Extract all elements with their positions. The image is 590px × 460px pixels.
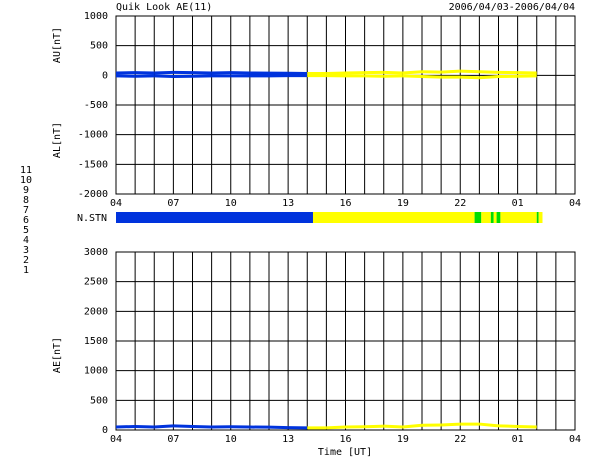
data-line bbox=[402, 423, 423, 429]
data-line bbox=[383, 424, 403, 429]
data-line bbox=[402, 74, 423, 79]
data-line bbox=[383, 70, 403, 75]
data-line bbox=[364, 424, 384, 429]
x-tick-label: 10 bbox=[225, 198, 237, 209]
data-line bbox=[135, 424, 155, 429]
data-line bbox=[498, 424, 518, 428]
y-tick-label: 500 bbox=[90, 41, 108, 52]
x-tick-label: 04 bbox=[569, 434, 581, 445]
y-tick-label: -1000 bbox=[78, 130, 108, 141]
x-tick-label: 13 bbox=[282, 434, 294, 445]
x-tick-label: 22 bbox=[454, 198, 466, 209]
y-tick-label: -2000 bbox=[78, 189, 108, 200]
y-tick-label: 0 bbox=[102, 425, 108, 436]
chart-title: Quik Look AE(11) bbox=[116, 2, 212, 13]
y-tick-label: 1500 bbox=[84, 336, 108, 347]
y-tick-label: 500 bbox=[90, 395, 108, 406]
x-tick-label: 04 bbox=[569, 198, 581, 209]
station-count-segment bbox=[490, 212, 494, 223]
data-line bbox=[154, 74, 174, 79]
x-tick-label: 16 bbox=[339, 434, 351, 445]
x-tick-label: 22 bbox=[454, 434, 466, 445]
y-tick-label: 2500 bbox=[84, 277, 108, 288]
x-tick-label: 19 bbox=[397, 434, 409, 445]
legend-label: 7 bbox=[23, 205, 29, 216]
x-tick-label: 04 bbox=[110, 198, 122, 209]
y-tick-label: 1000 bbox=[84, 366, 108, 377]
y-tick-label: -500 bbox=[84, 100, 108, 111]
station-count-segment bbox=[500, 212, 537, 223]
x-tick-label: 07 bbox=[167, 434, 179, 445]
legend-label: 5 bbox=[23, 225, 29, 236]
y-tick-label: 3000 bbox=[84, 247, 108, 258]
station-count-segment bbox=[474, 212, 482, 223]
legend-label: 11 bbox=[20, 165, 32, 176]
y-axis-label: AL[nT] bbox=[52, 122, 63, 158]
x-tick-label: 13 bbox=[282, 198, 294, 209]
x-tick-label: 19 bbox=[397, 198, 409, 209]
data-line bbox=[460, 69, 480, 74]
legend-label: 2 bbox=[23, 255, 29, 266]
x-tick-label: 10 bbox=[225, 434, 237, 445]
station-count-segment bbox=[481, 212, 491, 223]
x-axis-label: Time [UT] bbox=[318, 447, 372, 458]
legend-label: 8 bbox=[23, 195, 29, 206]
x-tick-label: 01 bbox=[512, 434, 524, 445]
station-count-segment bbox=[496, 212, 501, 223]
data-line bbox=[421, 75, 442, 79]
station-count-segment bbox=[536, 212, 539, 223]
data-line bbox=[479, 70, 499, 74]
x-tick-label: 16 bbox=[339, 198, 351, 209]
data-line bbox=[154, 424, 174, 429]
data-line bbox=[326, 71, 346, 76]
plot-frame bbox=[115, 251, 576, 431]
y-axis-label: AE[nT] bbox=[52, 337, 63, 373]
legend-label: 1 bbox=[23, 265, 29, 276]
data-line bbox=[326, 425, 346, 430]
y-tick-label: 0 bbox=[102, 70, 108, 81]
station-count-segment bbox=[493, 212, 497, 223]
y-axis-label: AU[nT] bbox=[52, 27, 63, 63]
y-tick-label: -1500 bbox=[78, 159, 108, 170]
legend-label: 9 bbox=[23, 185, 29, 196]
legend-label: 6 bbox=[23, 215, 29, 226]
station-count-segment bbox=[116, 212, 313, 223]
data-line bbox=[154, 70, 174, 75]
data-line bbox=[402, 70, 423, 75]
data-line bbox=[115, 424, 136, 429]
legend-label: 10 bbox=[20, 175, 32, 186]
data-line bbox=[441, 422, 461, 427]
data-line bbox=[460, 75, 480, 80]
data-line bbox=[479, 422, 499, 428]
station-count-segment bbox=[312, 212, 475, 223]
data-line bbox=[192, 424, 212, 429]
station-count-segment bbox=[538, 212, 543, 223]
x-tick-label: 01 bbox=[512, 198, 524, 209]
data-line bbox=[479, 75, 499, 80]
plot-frame bbox=[115, 15, 576, 195]
x-tick-label: 07 bbox=[167, 198, 179, 209]
legend-label: 4 bbox=[23, 235, 29, 246]
data-line bbox=[517, 424, 537, 429]
date-range: 2006/04/03-2006/04/04 bbox=[449, 2, 575, 13]
x-tick-label: 04 bbox=[110, 434, 122, 445]
legend-label: 3 bbox=[23, 245, 29, 256]
data-line bbox=[173, 424, 193, 428]
y-tick-label: 1000 bbox=[84, 11, 108, 22]
data-line bbox=[441, 69, 461, 74]
strip-label: N.STN bbox=[77, 213, 107, 224]
y-tick-label: 2000 bbox=[84, 306, 108, 317]
